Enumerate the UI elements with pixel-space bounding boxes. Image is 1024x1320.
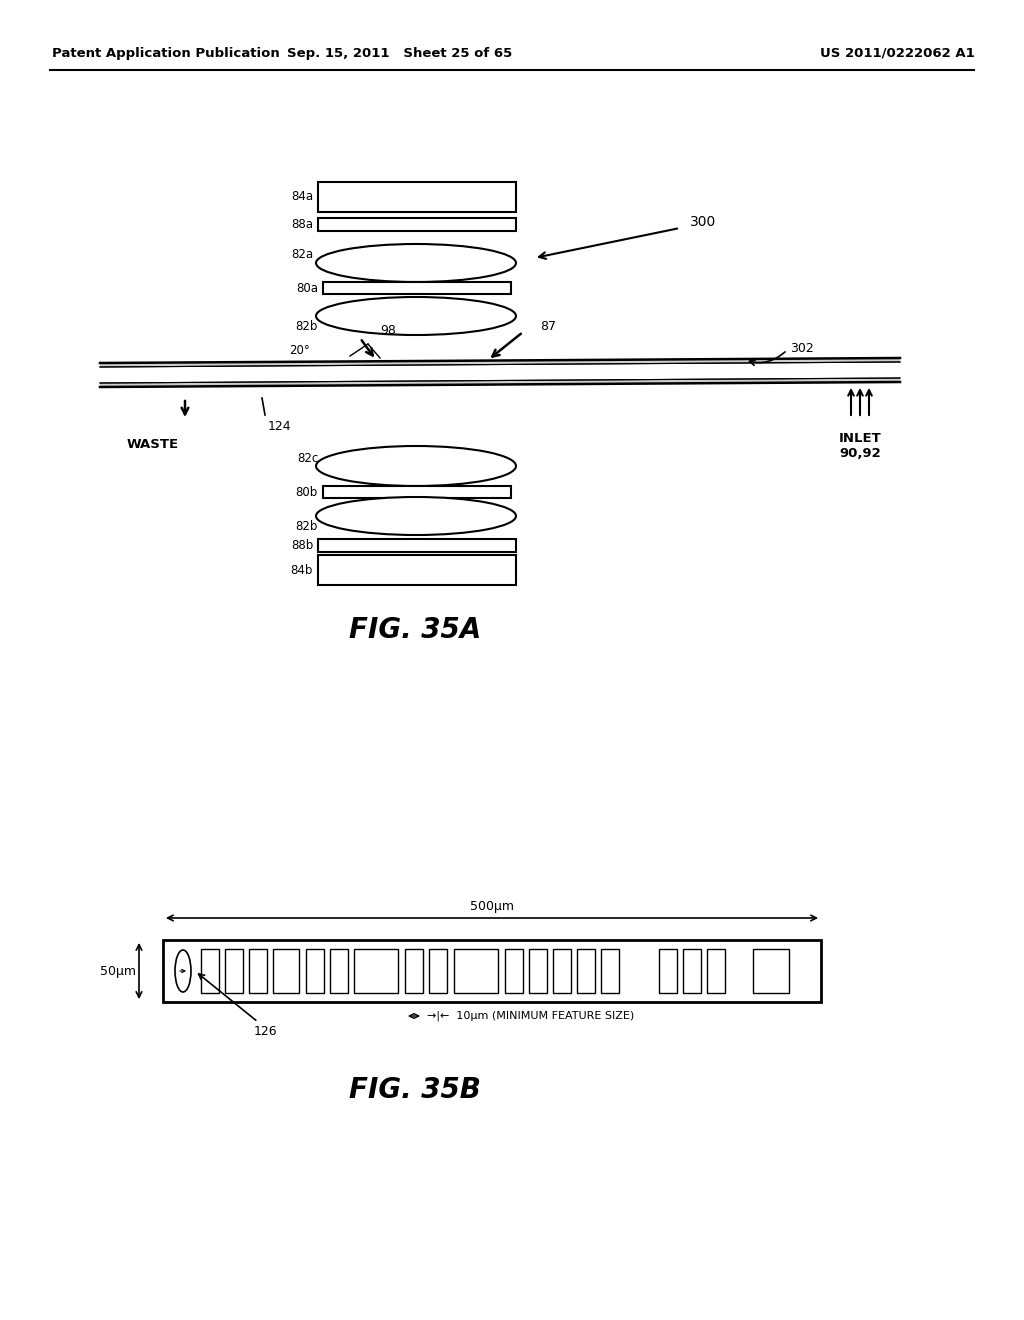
Bar: [306, 949, 324, 993]
Bar: [163, 940, 821, 1002]
Bar: [318, 554, 516, 585]
Bar: [406, 949, 423, 993]
Bar: [529, 949, 547, 993]
Bar: [318, 539, 516, 552]
Text: 50μm: 50μm: [100, 965, 136, 978]
Text: WASTE: WASTE: [127, 438, 179, 451]
Text: 98: 98: [380, 323, 396, 337]
Text: 84b: 84b: [291, 564, 313, 577]
Text: US 2011/0222062 A1: US 2011/0222062 A1: [820, 46, 975, 59]
Ellipse shape: [175, 950, 191, 993]
Text: FIG. 35B: FIG. 35B: [349, 1076, 481, 1104]
Bar: [249, 949, 267, 993]
Ellipse shape: [316, 498, 516, 535]
Bar: [683, 949, 701, 993]
Text: Sep. 15, 2011   Sheet 25 of 65: Sep. 15, 2011 Sheet 25 of 65: [288, 46, 513, 59]
Text: 80a: 80a: [296, 281, 318, 294]
Text: INLET
90,92: INLET 90,92: [839, 432, 882, 459]
Bar: [454, 949, 498, 993]
Text: 124: 124: [268, 420, 292, 433]
Text: 82b: 82b: [296, 520, 318, 532]
Text: 87: 87: [540, 319, 556, 333]
Text: 84a: 84a: [291, 190, 313, 203]
Bar: [753, 949, 790, 993]
Bar: [429, 949, 447, 993]
Text: 82a: 82a: [291, 248, 313, 261]
Polygon shape: [100, 362, 900, 383]
Text: 80b: 80b: [296, 486, 318, 499]
Text: 88b: 88b: [291, 539, 313, 552]
Text: 82b: 82b: [296, 319, 318, 333]
Bar: [330, 949, 348, 993]
Bar: [225, 949, 243, 993]
Ellipse shape: [316, 297, 516, 335]
Bar: [318, 218, 516, 231]
Bar: [659, 949, 677, 993]
Text: 500μm: 500μm: [470, 900, 514, 913]
Text: FIG. 35A: FIG. 35A: [349, 616, 481, 644]
Text: Patent Application Publication: Patent Application Publication: [52, 46, 280, 59]
Ellipse shape: [316, 446, 516, 486]
Bar: [273, 949, 299, 993]
Bar: [577, 949, 595, 993]
Bar: [707, 949, 725, 993]
Bar: [354, 949, 398, 993]
Text: 88a: 88a: [291, 218, 313, 231]
Text: 126: 126: [253, 1026, 276, 1038]
Bar: [323, 486, 511, 498]
Bar: [323, 282, 511, 294]
Text: →|←  10μm (MINIMUM FEATURE SIZE): →|← 10μm (MINIMUM FEATURE SIZE): [427, 1011, 634, 1022]
Bar: [201, 949, 219, 993]
Bar: [553, 949, 571, 993]
Text: 20°: 20°: [289, 343, 310, 356]
Bar: [505, 949, 523, 993]
Bar: [318, 182, 516, 213]
Polygon shape: [100, 358, 900, 387]
Text: 82c: 82c: [297, 451, 318, 465]
Text: 300: 300: [690, 215, 716, 228]
Text: 302: 302: [790, 342, 814, 355]
Ellipse shape: [316, 244, 516, 282]
Bar: [601, 949, 618, 993]
